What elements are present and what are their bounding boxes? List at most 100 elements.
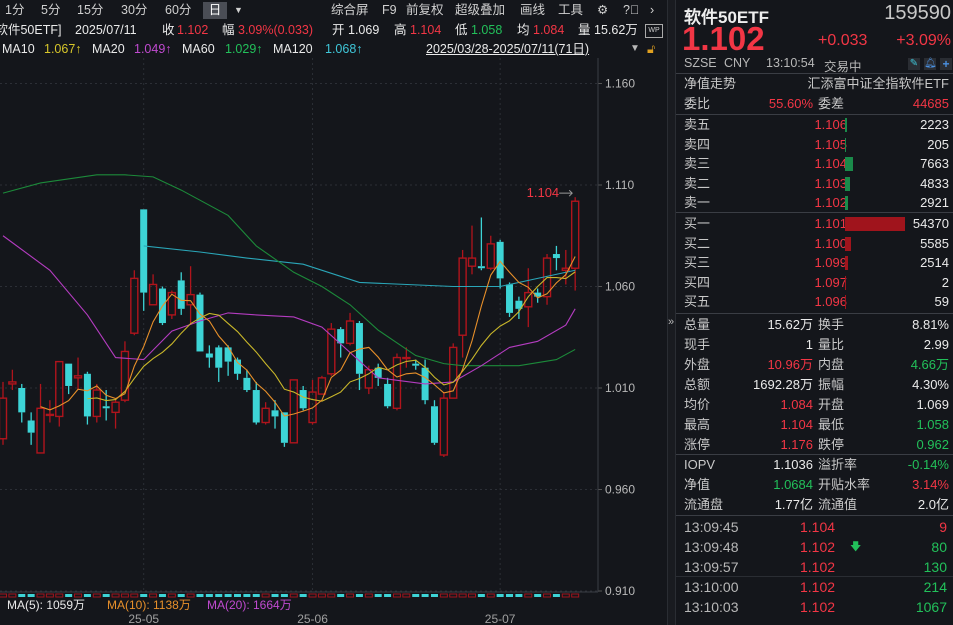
candle [18,383,26,423]
help-icon[interactable]: ?⃝ [623,3,640,17]
candle [234,357,241,380]
ma20-value: 1.049↑ [134,42,172,56]
bid-level[interactable]: 买五 1.096 59 [676,292,953,312]
volume-bar [224,594,232,597]
f9-button[interactable]: F9 [382,3,397,17]
price-tick-label: 1.110 [605,178,634,192]
candle-body [102,406,110,409]
candle [130,270,139,336]
volume-bar [74,593,83,598]
stat-value: 1.0684 [773,477,813,492]
chevron-right-icon[interactable]: › [650,3,655,17]
ask-level[interactable]: 卖三 1.104 7663 [676,154,953,174]
volume-bar [55,593,64,598]
price-change-pct: +3.09% [896,32,951,49]
dropdown-triangle-icon[interactable]: ▼ [234,5,243,15]
volume-bar [18,594,26,597]
bid-level[interactable]: 买二 1.100 5585 [676,234,953,254]
ask-level[interactable]: 卖一 1.102 2921 [676,193,953,213]
level-price: 1.099 [814,255,847,271]
period-5min[interactable]: 5分 [41,3,61,17]
bid-level[interactable]: 买三 1.099 2514 [676,253,953,273]
screen-icon[interactable]: WP [645,24,663,38]
candle-body [337,329,345,344]
level-volume-bar [845,295,846,310]
tick-price: 1.102 [800,539,836,555]
date-tick-label: 25-05 [128,612,159,625]
draw-line-button[interactable]: 画线 [520,3,546,17]
super-overlay-button[interactable]: 超级叠加 [455,3,506,17]
tick-row: 13:10:00 1.102 214 [676,577,953,597]
ma60-line [2,174,576,367]
avg-label: 均 [517,23,530,37]
candle [65,363,73,395]
period-15min[interactable]: 15分 [77,3,104,17]
gear-icon[interactable]: ⚙ [597,3,609,17]
bid-level[interactable]: 买四 1.097 2 [676,273,953,293]
tick-price: 1.102 [800,559,836,575]
stat-label: 开盘 [818,397,845,412]
level-label: 买四 [684,274,711,290]
tick-time: 13:09:45 [684,519,739,535]
volume-bar [317,593,326,598]
level-volume-bar [845,256,848,271]
stat-value: 1 [805,337,813,352]
bid-level[interactable]: 买一 1.101 54370 [676,214,953,234]
level-volume: 2514 [920,255,949,271]
ask-level[interactable]: 卖二 1.103 4833 [676,174,953,194]
volume-bar [8,593,17,598]
ask-level[interactable]: 卖四 1.105 205 [676,135,953,155]
tick-volume: 1067 [915,599,947,615]
quote-code: 159590 [884,2,951,24]
candle [55,360,64,427]
candle [308,379,317,425]
volume-bar [65,594,73,597]
period-1min[interactable]: 1分 [5,3,25,17]
ask-level[interactable]: 卖五 1.106 2223 [676,115,953,135]
candle-body [148,283,158,306]
nav-trend-label[interactable]: 净值走势 [684,76,737,91]
volume-bar [149,593,158,598]
candle-body [570,200,580,269]
candle [561,249,570,285]
level-volume: 4833 [920,175,949,191]
candle [27,412,35,445]
stat-value: 1.069 [916,397,949,412]
forward-adjust-button[interactable]: 前复权 [406,3,444,17]
period-60min[interactable]: 60分 [165,3,192,17]
stat-label: 总量 [684,317,711,332]
nav-trend-row[interactable]: 净值走势 汇添富中证全指软件ETF [676,74,953,94]
panel-divider[interactable]: » [667,0,676,625]
level-label: 卖四 [684,136,711,152]
period-day[interactable]: 日 [203,2,227,19]
candle-body [280,412,288,443]
kline-chart[interactable]: 1.160 1.110 1.060 1.010 0.960 0.910 25-05 25-06… [0,58,667,625]
candle-body [308,391,317,424]
lock-icon[interactable]: 🔓︎ [647,42,656,56]
plus-icon[interactable]: + [940,58,952,70]
candle-body [27,420,35,433]
tools-button[interactable]: 工具 [558,3,584,17]
volume-bar [289,593,298,598]
level-volume-bar [845,176,851,191]
stat-row: 净值 1.0684 开贴水率 3.14% [676,475,953,495]
candle [271,400,279,429]
composite-screen-button[interactable]: 综合屏 [331,3,369,17]
close-value: 1.102 [177,23,209,37]
edit-icon[interactable]: ✎ [908,58,920,70]
candle [36,383,45,454]
volume-bar [552,594,560,597]
period-30min[interactable]: 30分 [121,3,148,17]
collapse-panel-icon[interactable]: » [668,316,675,328]
date-range-selector[interactable]: 2025/03/28-2025/07/11(71日) [426,42,590,56]
candle [337,327,345,358]
stat-label: 最低 [818,417,845,432]
stat-value: 1.1036 [773,457,813,472]
date-tick-label: 25-06 [297,612,328,625]
bell-icon[interactable]: 🔔︎ [924,58,937,70]
stat-label: 开贴水率 [818,477,871,492]
candle [252,381,260,425]
range-dropdown-icon[interactable]: ▼ [630,43,640,54]
stat-row: 流通盘 1.77亿 流通值 2.0亿 [676,495,953,515]
candle-body [92,389,102,418]
